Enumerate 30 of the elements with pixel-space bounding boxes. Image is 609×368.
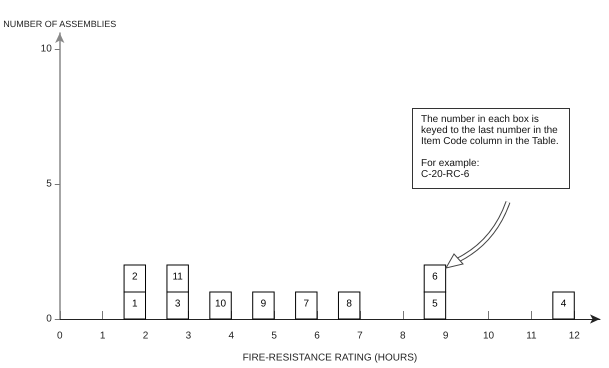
annotation: 11 <box>172 272 184 283</box>
x-tick-label: 7 <box>357 330 364 342</box>
y-tick-label: 0 <box>46 314 52 324</box>
x-axis-title: FIRE-RESISTANCE RATING (HOURS) <box>242 352 418 364</box>
x-tick-label: 9 <box>442 330 449 342</box>
annotation: 5 <box>432 298 438 310</box>
annotation: The number in each box is keyed to the last number in the Item Code column in the Table. For example: C-20-RC-6 <box>412 108 570 189</box>
annotation: 1 <box>132 298 138 310</box>
y-tick-label: 10 <box>40 44 52 55</box>
x-tick-label: 10 <box>482 330 495 342</box>
annotation: 8 <box>346 298 352 310</box>
x-tick-label: 1 <box>100 330 106 342</box>
x-tick-label: 0 <box>56 330 63 342</box>
annotation: 10 <box>214 298 227 310</box>
y-tick-label: 5 <box>46 178 52 190</box>
annotation: 3 <box>174 298 181 310</box>
x-tick-label: 4 <box>228 330 234 342</box>
x-tick-label: 5 <box>271 330 278 342</box>
annotation: 9 <box>260 298 267 310</box>
annotation: 7 <box>304 298 310 310</box>
x-tick-label: 12 <box>568 330 580 342</box>
x-tick-label: 6 <box>314 330 320 342</box>
y-axis-title: NUMBER OF ASSEMBLIES <box>3 19 116 29</box>
x-tick-label: 8 <box>400 330 406 342</box>
x-tick-label: 2 <box>142 330 149 342</box>
annotation: 4 <box>560 298 567 310</box>
x-tick-label: 3 <box>186 330 192 342</box>
x-tick-label: 11 <box>526 330 538 342</box>
annotation: 2 <box>132 272 138 283</box>
annotation: 6 <box>432 272 438 283</box>
